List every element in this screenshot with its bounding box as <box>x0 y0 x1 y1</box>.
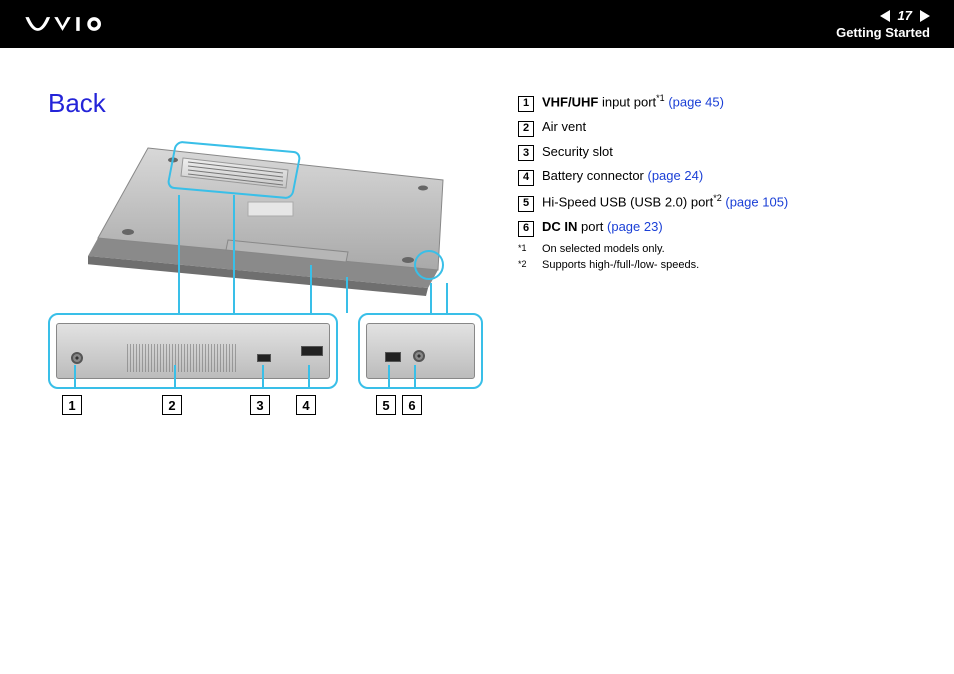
detail-panel-left <box>48 313 338 389</box>
legend-text: Battery connector (page 24) <box>542 167 703 185</box>
footnote-text: Supports high-/full-/low- speeds. <box>542 259 699 271</box>
page-content: Back <box>0 48 954 425</box>
page-link[interactable]: (page 45) <box>668 94 724 109</box>
pointer-line <box>233 195 235 313</box>
footnote-text: On selected models only. <box>542 243 665 255</box>
footnote-mark: *1 <box>518 243 532 255</box>
legend-item: 4 Battery connector (page 24) <box>518 167 922 186</box>
pointer-line <box>446 283 448 313</box>
legend-item: 3 Security slot <box>518 143 922 162</box>
pointer-line <box>178 195 180 313</box>
callout-5: 5 <box>376 395 396 415</box>
vaio-logo <box>24 14 134 34</box>
legend-num: 6 <box>518 221 534 237</box>
pointer-line <box>310 265 312 313</box>
legend-num: 4 <box>518 170 534 186</box>
legend-num: 2 <box>518 121 534 137</box>
page-title: Back <box>48 88 488 119</box>
legend-column: 1 VHF/UHF input port*1 (page 45) 2 Air v… <box>518 88 922 425</box>
footnote: *1 On selected models only. <box>518 243 922 255</box>
callout-2: 2 <box>162 395 182 415</box>
callout-6: 6 <box>402 395 422 415</box>
laptop-underside-3d <box>88 140 448 310</box>
legend-item: 2 Air vent <box>518 118 922 137</box>
page-nav: 17 <box>880 8 930 23</box>
callout-4: 4 <box>296 395 316 415</box>
pointer-line <box>430 283 432 313</box>
page-number: 17 <box>898 8 912 23</box>
detail-panel-right <box>358 313 483 389</box>
footnotes: *1 On selected models only. *2 Supports … <box>518 243 922 271</box>
legend-text: Security slot <box>542 143 613 161</box>
callout-3: 3 <box>250 395 270 415</box>
header-right: 17 Getting Started <box>836 8 930 40</box>
legend-text: VHF/UHF input port*1 (page 45) <box>542 92 724 112</box>
legend-num: 5 <box>518 196 534 212</box>
page-link[interactable]: (page 24) <box>648 168 704 183</box>
prev-page-icon[interactable] <box>880 10 890 22</box>
section-title: Getting Started <box>836 25 930 40</box>
page-header: 17 Getting Started <box>0 0 954 48</box>
legend-item: 5 Hi-Speed USB (USB 2.0) port*2 (page 10… <box>518 192 922 212</box>
pointer-line <box>346 277 348 313</box>
device-figure: 1 2 3 4 5 6 <box>48 135 488 425</box>
legend-num: 1 <box>518 96 534 112</box>
page-link[interactable]: (page 105) <box>725 194 788 209</box>
figure-column: Back <box>48 88 488 425</box>
legend-item: 1 VHF/UHF input port*1 (page 45) <box>518 92 922 112</box>
callout-1: 1 <box>62 395 82 415</box>
next-page-icon[interactable] <box>920 10 930 22</box>
legend-text: DC IN port (page 23) <box>542 218 663 236</box>
legend-item: 6 DC IN port (page 23) <box>518 218 922 237</box>
footnote-mark: *2 <box>518 259 532 271</box>
legend-text: Hi-Speed USB (USB 2.0) port*2 (page 105) <box>542 192 788 212</box>
footnote: *2 Supports high-/full-/low- speeds. <box>518 259 922 271</box>
page-link[interactable]: (page 23) <box>607 219 663 234</box>
legend-num: 3 <box>518 145 534 161</box>
highlight-right-port <box>414 250 444 280</box>
legend-text: Air vent <box>542 118 586 136</box>
